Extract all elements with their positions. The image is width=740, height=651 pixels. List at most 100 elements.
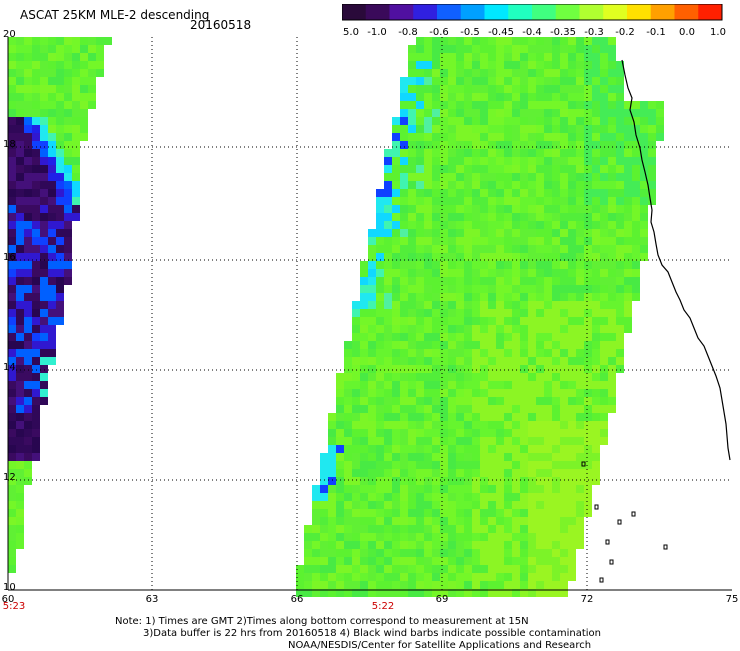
swath-cell [432,37,440,45]
swath-cell [320,501,328,509]
swath-cell [352,301,360,309]
swath-cell [544,581,552,589]
swath-cell [424,245,432,253]
swath-cell [376,413,384,421]
swath-cell [424,557,432,565]
swath-cell [592,413,600,421]
swath-cell [512,117,520,125]
swath-cell [24,381,32,389]
swath-cell [616,261,624,269]
swath-cell [648,101,656,109]
swath-cell [576,413,584,421]
swath-cell [72,133,80,141]
swath-cell [48,325,56,333]
swath-cell [408,565,416,573]
swath-cell [416,173,424,181]
swath-cell [536,533,544,541]
swath-cell [448,101,456,109]
swath-cell [328,525,336,533]
swath-cell [600,61,608,69]
swath-cell [376,429,384,437]
swath-cell [536,213,544,221]
swath-cell [384,469,392,477]
swath-cell [408,133,416,141]
swath-cell [448,109,456,117]
swath-cell [24,117,32,125]
swath-cell [624,229,632,237]
swath-cell [408,493,416,501]
swath-cell [512,245,520,253]
swath-cell [528,349,536,357]
swath-cell [560,213,568,221]
swath-cell [360,525,368,533]
swath-cell [448,485,456,493]
swath-cell [432,429,440,437]
swath-cell [472,117,480,125]
swath-cell [600,117,608,125]
swath-cell [544,157,552,165]
swath-cell [368,517,376,525]
swath-cell [384,181,392,189]
swath-cell [464,405,472,413]
swath-cell [632,269,640,277]
swath-cell [560,221,568,229]
swath-cell [448,253,456,261]
swath-cell [576,429,584,437]
swath-cell [568,285,576,293]
swath-cell [400,573,408,581]
swath-cell [504,509,512,517]
swath-cell [560,189,568,197]
swath-cell [488,405,496,413]
swath-cell [552,37,560,45]
swath-cell [352,373,360,381]
colorbar-label: 1.0 [710,27,726,38]
swath-cell [528,333,536,341]
swath-cell [472,189,480,197]
swath-cell [16,397,24,405]
swath-cell [600,125,608,133]
swath-cell [64,237,72,245]
swath-cell [56,285,64,293]
swath-cell [496,101,504,109]
swath-cell [544,381,552,389]
swath-cell [448,301,456,309]
swath-cell [536,53,544,61]
swath-cell [512,101,520,109]
swath-cell [536,541,544,549]
swath-cell [432,61,440,69]
swath-cell [640,245,648,253]
swath-cell [432,157,440,165]
swath-cell [472,37,480,45]
swath-cell [328,565,336,573]
swath-cell [592,421,600,429]
swath-cell [336,453,344,461]
swath-cell [424,477,432,485]
colorbar-swatch [389,4,414,20]
island [605,539,610,545]
swath-cell [48,189,56,197]
swath-cell [528,517,536,525]
swath-cell [56,245,64,253]
swath-cell [16,405,24,413]
swath-cell [592,389,600,397]
swath-cell [8,341,16,349]
swath-cell [32,173,40,181]
swath-cell [16,493,24,501]
swath-cell [616,101,624,109]
swath-cell [328,421,336,429]
swath-cell [352,381,360,389]
swath-cell [632,141,640,149]
swath-cell [416,229,424,237]
swath-cell [344,405,352,413]
swath-cell [24,125,32,133]
island [581,461,586,467]
swath-cell [568,189,576,197]
swath-cell [416,149,424,157]
swath-cell [536,341,544,349]
swath-cell [464,349,472,357]
swath-cell [552,69,560,77]
swath-cell [592,221,600,229]
swath-cell [520,261,528,269]
swath-cell [400,309,408,317]
swath-cell [360,269,368,277]
